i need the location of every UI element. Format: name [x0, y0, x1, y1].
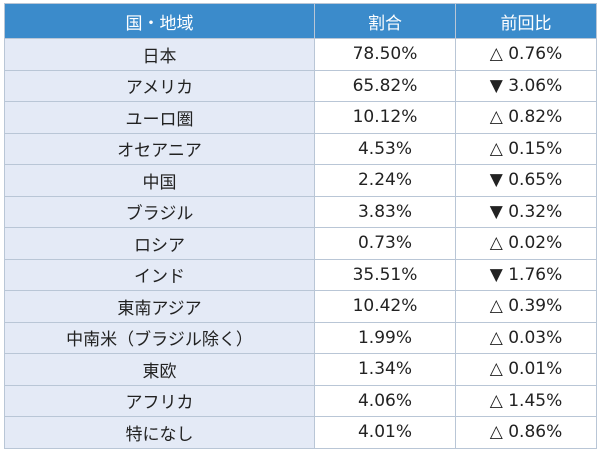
- change-cell: ▼ 0.65%: [455, 164, 597, 197]
- share-cell: 1.34%: [314, 353, 456, 386]
- change-cell: △ 0.82%: [455, 101, 597, 134]
- table-row: ユーロ圏 10.12% △ 0.82%: [4, 101, 597, 134]
- region-cell: 特になし: [4, 416, 315, 449]
- header-share: 割合: [314, 3, 456, 39]
- region-cell: 日本: [4, 38, 315, 71]
- table-row: アメリカ 65.82% ▼ 3.06%: [4, 69, 597, 102]
- table-row: 中国 2.24% ▼ 0.65%: [4, 164, 597, 197]
- change-cell: △ 0.02%: [455, 227, 597, 260]
- share-cell: 3.83%: [314, 195, 456, 228]
- share-cell: 10.42%: [314, 290, 456, 323]
- region-cell: 中南米（ブラジル除く）: [4, 321, 315, 354]
- region-cell: オセアニア: [4, 132, 315, 165]
- table-row: インド 35.51% ▼ 1.76%: [4, 258, 597, 291]
- share-cell: 4.53%: [314, 132, 456, 165]
- table-row: 中南米（ブラジル除く） 1.99% △ 0.03%: [4, 321, 597, 354]
- change-cell: △ 0.03%: [455, 321, 597, 354]
- share-cell: 4.01%: [314, 416, 456, 449]
- region-cell: インド: [4, 258, 315, 291]
- table-row: ブラジル 3.83% ▼ 0.32%: [4, 195, 597, 228]
- change-cell: △ 0.76%: [455, 38, 597, 71]
- share-cell: 65.82%: [314, 69, 456, 102]
- region-cell: ロシア: [4, 227, 315, 260]
- change-cell: △ 0.39%: [455, 290, 597, 323]
- header-region: 国・地域: [4, 3, 315, 39]
- region-cell: アフリカ: [4, 384, 315, 417]
- table-row: 東南アジア 10.42% △ 0.39%: [4, 290, 597, 323]
- table-row: アフリカ 4.06% △ 1.45%: [4, 384, 597, 417]
- share-cell: 35.51%: [314, 258, 456, 291]
- table-row: 特になし 4.01% △ 0.86%: [4, 416, 597, 449]
- share-cell: 1.99%: [314, 321, 456, 354]
- region-cell: ブラジル: [4, 195, 315, 228]
- share-cell: 10.12%: [314, 101, 456, 134]
- change-cell: △ 0.01%: [455, 353, 597, 386]
- change-cell: △ 0.15%: [455, 132, 597, 165]
- change-cell: △ 1.45%: [455, 384, 597, 417]
- header-change: 前回比: [455, 3, 597, 39]
- share-cell: 4.06%: [314, 384, 456, 417]
- share-cell: 0.73%: [314, 227, 456, 260]
- change-cell: △ 0.86%: [455, 416, 597, 449]
- change-cell: ▼ 3.06%: [455, 69, 597, 102]
- region-cell: 中国: [4, 164, 315, 197]
- change-cell: ▼ 0.32%: [455, 195, 597, 228]
- change-cell: ▼ 1.76%: [455, 258, 597, 291]
- region-cell: 東欧: [4, 353, 315, 386]
- region-cell: ユーロ圏: [4, 101, 315, 134]
- table-row: 日本 78.50% △ 0.76%: [4, 38, 597, 71]
- header-row: 国・地域 割合 前回比: [4, 3, 597, 39]
- region-cell: 東南アジア: [4, 290, 315, 323]
- share-cell: 78.50%: [314, 38, 456, 71]
- table-row: オセアニア 4.53% △ 0.15%: [4, 132, 597, 165]
- table-row: ロシア 0.73% △ 0.02%: [4, 227, 597, 260]
- share-cell: 2.24%: [314, 164, 456, 197]
- region-share-table: 国・地域 割合 前回比 日本 78.50% △ 0.76% アメリカ 65.82% ▼ 3…: [4, 3, 597, 449]
- region-cell: アメリカ: [4, 69, 315, 102]
- table-row: 東欧 1.34% △ 0.01%: [4, 353, 597, 386]
